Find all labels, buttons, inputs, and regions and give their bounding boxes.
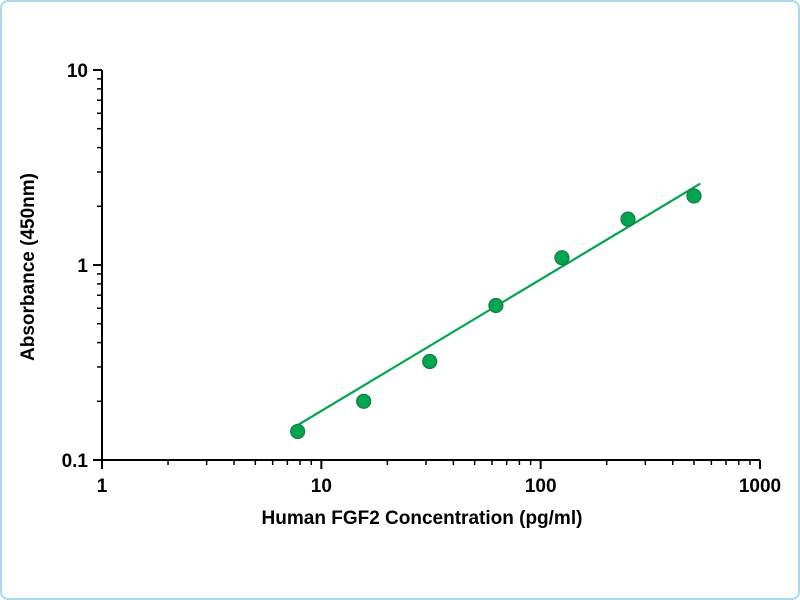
data-point (554, 250, 570, 266)
y-axis-title: Absorbance (450nm) (18, 173, 39, 361)
data-point (620, 211, 636, 227)
tick-marks (93, 69, 761, 469)
y-tick-label: 1 (77, 256, 88, 277)
data-point (488, 297, 504, 314)
data-point (422, 353, 438, 370)
x-tick-label: 1000 (739, 476, 781, 497)
data-series (290, 182, 702, 440)
axes-layer (101, 70, 760, 461)
tick-labels: 1 10 100 1000 0.1 1 10 (62, 61, 782, 497)
x-tick-label: 10 (311, 476, 332, 497)
x-tick-label: 100 (525, 476, 557, 497)
x-tick-label: 1 (97, 476, 108, 497)
data-point (686, 188, 702, 204)
data-point (290, 423, 306, 440)
y-tick-label: 0.1 (62, 451, 89, 472)
y-tick-label: 10 (67, 61, 88, 82)
x-axis-title: Human FGF2 Concentration (pg/ml) (262, 508, 583, 529)
data-point (356, 393, 372, 409)
